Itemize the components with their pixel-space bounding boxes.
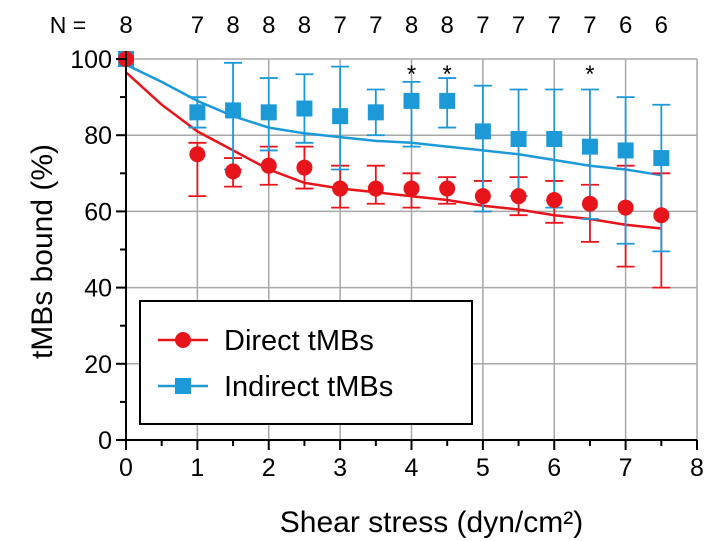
legend: Direct tMBs Indirect tMBs	[139, 300, 473, 425]
n-count-label: 7	[476, 12, 489, 39]
direct-point	[296, 159, 313, 176]
direct-point	[546, 191, 563, 208]
n-count-label: 7	[191, 12, 204, 39]
y-tick-label: 80	[84, 122, 112, 150]
indirect-point	[296, 100, 313, 117]
indirect-point	[653, 150, 670, 167]
legend-marker-square	[175, 378, 191, 394]
n-count-label: 7	[512, 12, 525, 39]
y-tick-label: 60	[84, 198, 112, 226]
legend-box	[139, 300, 473, 425]
n-count-label: 8	[226, 12, 239, 39]
significance-star: *	[407, 61, 416, 88]
x-tick-label: 2	[262, 454, 276, 482]
data-points	[118, 51, 670, 224]
indirect-point	[581, 138, 598, 155]
indirect-point	[474, 123, 491, 140]
fit-curves	[125, 63, 662, 230]
indirect-point	[189, 104, 206, 121]
direct-point	[439, 180, 456, 197]
legend-label: Indirect tMBs	[224, 371, 393, 403]
n-count-label: 7	[583, 12, 596, 39]
x-tick-label: 3	[333, 454, 347, 482]
indirect-point	[403, 92, 420, 109]
n-prefix-label: N =	[50, 12, 86, 38]
n-count-label: 8	[441, 12, 454, 39]
direct-point	[403, 180, 420, 197]
x-tick-label: 1	[190, 454, 204, 482]
n-count-label: 8	[298, 12, 311, 39]
indirect-point	[510, 131, 527, 148]
x-tick-label: 5	[476, 454, 490, 482]
legend-label: Direct tMBs	[224, 325, 374, 357]
n-count-label: 7	[333, 12, 346, 39]
fit-curve-direct	[125, 71, 662, 230]
direct-point	[189, 146, 206, 163]
direct-point	[581, 195, 598, 212]
y-axis-title: tMBs bound (%)	[26, 144, 59, 359]
y-tick-label: 100	[70, 46, 112, 74]
error-bars	[188, 61, 671, 289]
indirect-point	[617, 142, 634, 159]
y-tick-label: 20	[84, 351, 112, 379]
indirect-point	[332, 108, 349, 125]
indirect-point	[439, 92, 456, 109]
fit-curve-indirect	[125, 63, 662, 177]
indirect-point	[546, 131, 563, 148]
direct-point	[225, 163, 242, 180]
x-tick-label: 6	[547, 454, 561, 482]
x-tick-label: 0	[119, 454, 133, 482]
significance-star: *	[585, 61, 594, 88]
legend-marker-circle	[175, 332, 191, 348]
axes	[116, 51, 698, 450]
x-tick-label: 8	[690, 454, 704, 482]
n-count-label: 8	[119, 12, 132, 39]
y-tick-label: 0	[98, 427, 112, 455]
direct-point	[260, 157, 277, 174]
n-count-label: 8	[262, 12, 275, 39]
n-count-label: 6	[619, 12, 632, 39]
direct-point	[617, 199, 634, 216]
x-tick-label: 7	[619, 454, 633, 482]
direct-point	[510, 188, 527, 205]
n-count-label: 7	[548, 12, 561, 39]
indirect-point	[260, 104, 277, 121]
n-count-label: 8	[405, 12, 418, 39]
indirect-point	[225, 102, 242, 119]
indirect-point	[367, 104, 384, 121]
n-count-label: 7	[369, 12, 382, 39]
direct-point	[367, 180, 384, 197]
y-tick-label: 40	[84, 275, 112, 303]
direct-point	[653, 207, 670, 224]
direct-point	[474, 188, 491, 205]
x-axis-title: Shear stress (dyn/cm²)	[280, 506, 583, 539]
significance-star: *	[443, 61, 452, 88]
n-count-label: 6	[655, 12, 668, 39]
x-tick-label: 4	[405, 454, 419, 482]
direct-point	[332, 180, 349, 197]
